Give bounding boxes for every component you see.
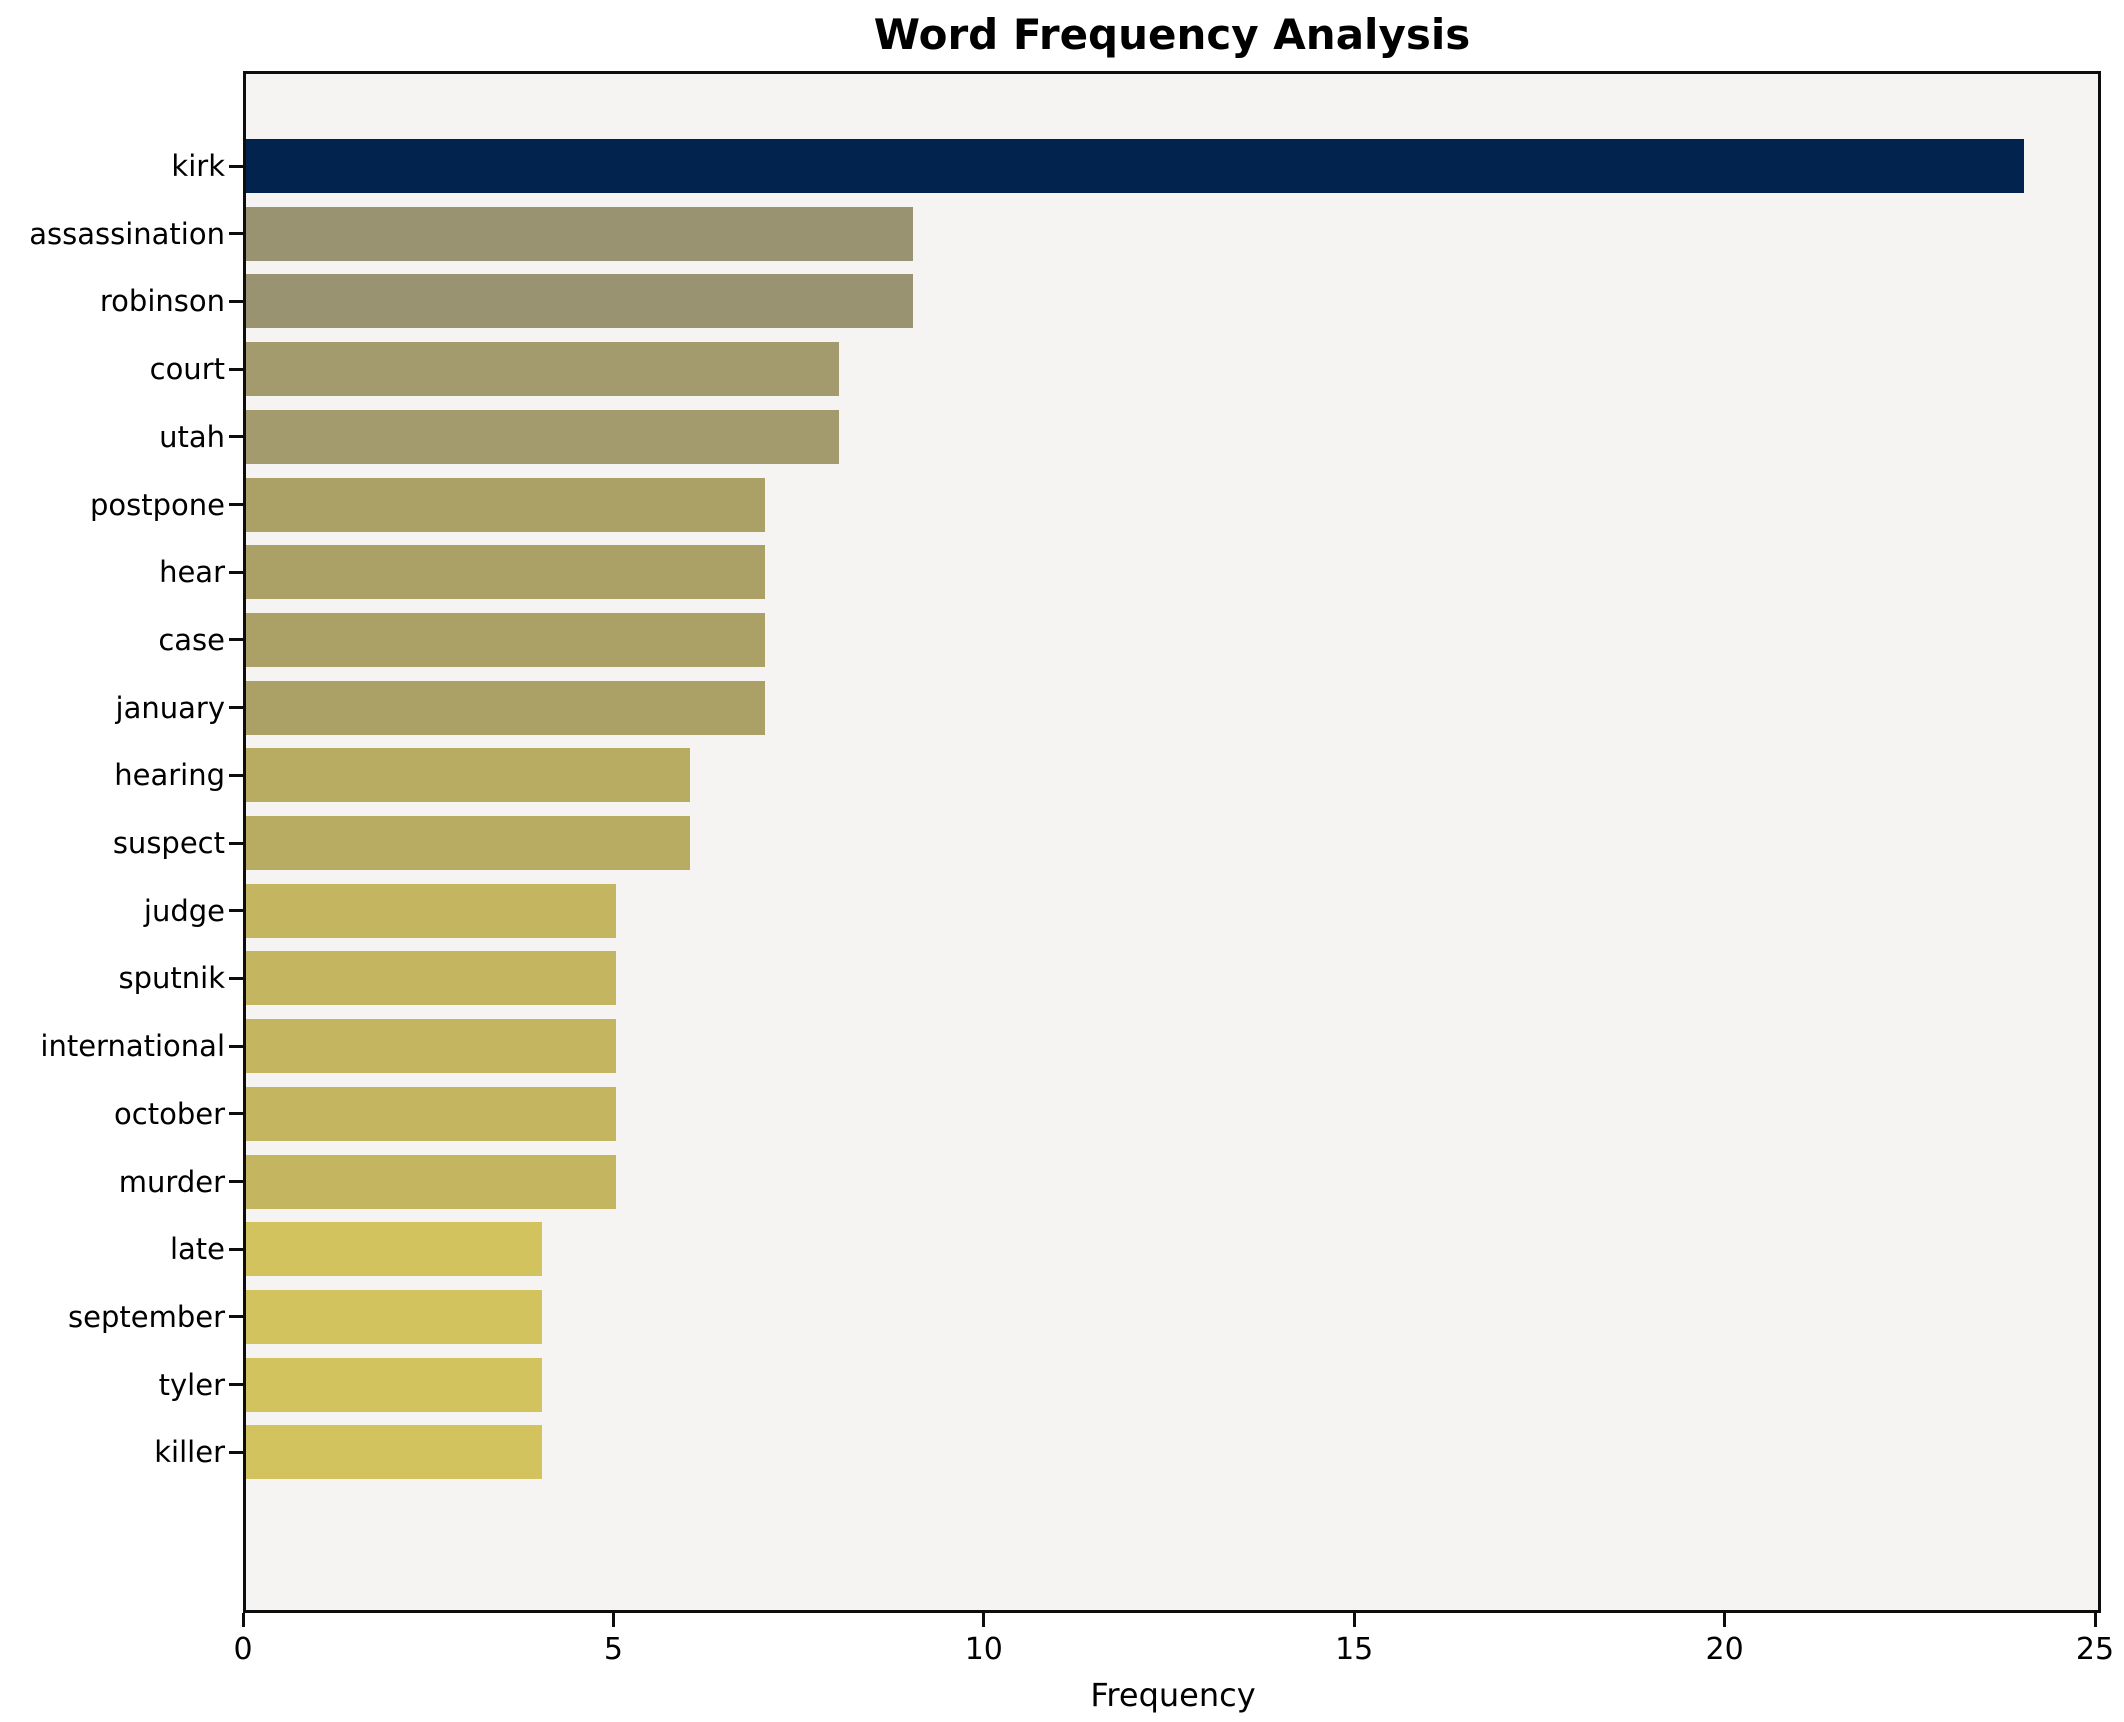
y-tick-mark xyxy=(229,367,243,371)
y-tick-label-court: court xyxy=(149,352,225,387)
y-tick-mark xyxy=(229,435,243,439)
y-tick-mark xyxy=(229,232,243,236)
y-tick-label-tyler: tyler xyxy=(158,1367,225,1402)
y-tick-mark xyxy=(229,1112,243,1116)
y-tick-label-killer: killer xyxy=(154,1435,225,1470)
y-tick-label-september: september xyxy=(68,1299,225,1334)
bar-suspect xyxy=(246,816,691,870)
y-tick-label-hear: hear xyxy=(159,555,225,590)
x-tick-label-15: 15 xyxy=(1335,1632,1374,1667)
y-tick-label-hearing: hearing xyxy=(114,758,225,793)
y-tick-label-utah: utah xyxy=(159,419,225,454)
y-tick-mark xyxy=(229,1044,243,1048)
chart-title: Word Frequency Analysis xyxy=(873,10,1471,59)
y-tick-label-postpone: postpone xyxy=(89,487,225,522)
bar-january xyxy=(246,680,765,735)
bar-international xyxy=(246,1019,617,1074)
y-tick-mark xyxy=(229,706,243,710)
bar-postpone xyxy=(246,477,765,532)
plot-area xyxy=(243,71,2101,1613)
x-tick-mark xyxy=(982,1613,986,1627)
y-tick-mark xyxy=(229,299,243,303)
y-tick-mark xyxy=(229,1450,243,1454)
y-tick-mark xyxy=(229,909,243,913)
x-tick-label-0: 0 xyxy=(233,1632,253,1667)
bar-september xyxy=(246,1289,543,1344)
y-tick-mark xyxy=(229,1383,243,1387)
y-tick-mark xyxy=(229,976,243,980)
y-tick-label-assassination: assassination xyxy=(29,216,225,251)
y-tick-mark xyxy=(229,1247,243,1251)
y-tick-label-sputnik: sputnik xyxy=(118,961,226,996)
y-tick-mark xyxy=(229,773,243,777)
y-tick-mark xyxy=(229,164,243,168)
bar-court xyxy=(246,342,839,397)
x-tick-label-25: 25 xyxy=(2075,1632,2115,1667)
x-tick-mark xyxy=(2093,1613,2097,1627)
y-tick-label-international: international xyxy=(40,1029,225,1064)
y-tick-mark xyxy=(229,1315,243,1319)
bar-murder xyxy=(246,1154,617,1209)
bar-robinson xyxy=(246,274,913,329)
y-tick-mark xyxy=(229,1180,243,1183)
x-tick-label-5: 5 xyxy=(603,1632,623,1667)
y-tick-mark xyxy=(229,570,243,574)
y-tick-label-suspect: suspect xyxy=(112,826,225,860)
y-tick-mark xyxy=(229,503,243,506)
x-tick-mark xyxy=(611,1613,615,1627)
x-tick-mark xyxy=(1723,1613,1727,1627)
bar-tyler xyxy=(246,1357,543,1412)
bar-kirk xyxy=(246,139,2024,193)
bar-hearing xyxy=(246,748,691,803)
bar-late xyxy=(246,1222,543,1277)
x-axis-label: Frequency xyxy=(1090,1676,1256,1714)
bar-utah xyxy=(246,409,839,464)
bar-sputnik xyxy=(246,951,617,1006)
y-tick-label-murder: murder xyxy=(118,1164,225,1199)
y-tick-mark xyxy=(229,638,243,642)
y-tick-label-october: october xyxy=(114,1096,225,1131)
y-tick-label-robinson: robinson xyxy=(99,284,225,319)
y-tick-label-january: january xyxy=(115,690,225,725)
y-tick-mark xyxy=(229,841,243,845)
y-tick-label-kirk: kirk xyxy=(171,149,225,183)
bar-killer xyxy=(246,1425,543,1480)
y-tick-label-judge: judge xyxy=(143,893,225,928)
bar-october xyxy=(246,1086,617,1141)
bar-case xyxy=(246,612,765,667)
bar-judge xyxy=(246,883,617,938)
x-tick-mark xyxy=(241,1613,245,1627)
bar-hear xyxy=(246,545,765,600)
y-tick-label-case: case xyxy=(158,622,225,657)
bar-assassination xyxy=(246,206,913,261)
y-tick-label-late: late xyxy=(169,1232,225,1267)
x-tick-label-10: 10 xyxy=(964,1632,1003,1667)
x-tick-mark xyxy=(1352,1613,1356,1627)
x-tick-label-20: 20 xyxy=(1705,1632,1744,1667)
